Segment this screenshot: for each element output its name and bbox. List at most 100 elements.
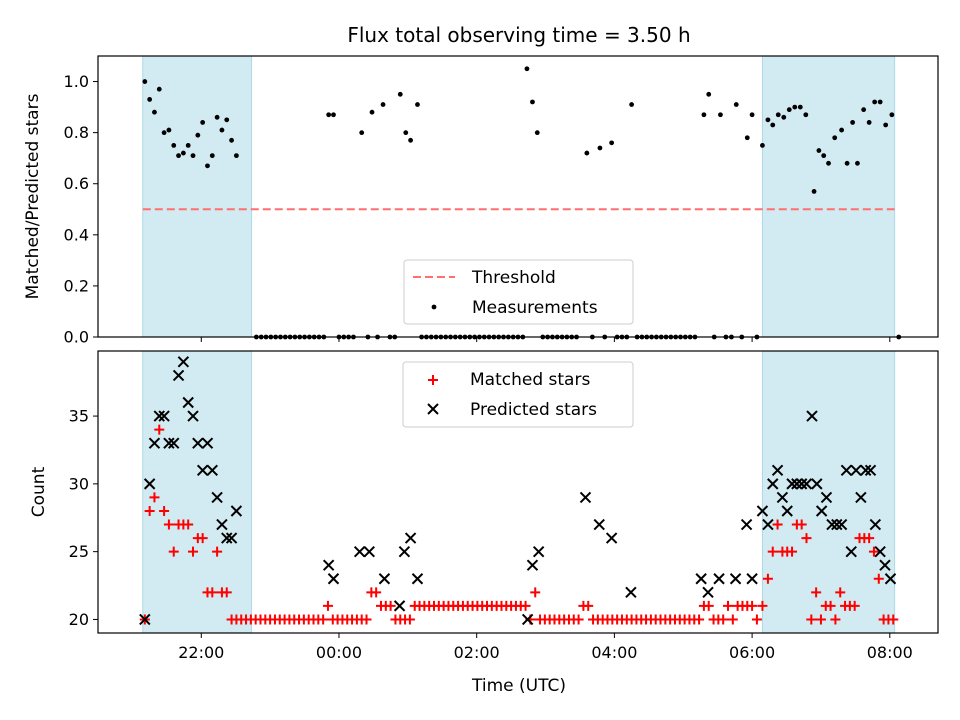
measurement-point — [403, 130, 409, 136]
measurement-point — [629, 102, 635, 107]
measurement-point — [415, 102, 420, 107]
measurement-point — [749, 112, 755, 118]
predicted-point — [206, 464, 219, 477]
matched-point — [322, 600, 333, 611]
measurement-point — [233, 153, 239, 159]
measurement-point — [584, 150, 590, 156]
predicted-point — [393, 600, 406, 612]
matched-point — [868, 546, 879, 557]
legend-threshold-label: Threshold — [471, 268, 556, 288]
matched-point — [207, 587, 218, 598]
predicted-point — [746, 573, 758, 585]
matched-point — [811, 587, 822, 598]
predicted-point — [695, 573, 707, 585]
predicted-point — [187, 410, 199, 422]
matched-point — [747, 600, 758, 611]
predicted-point — [855, 491, 867, 504]
matched-point — [762, 573, 773, 584]
matched-point — [806, 614, 817, 625]
top-panel-ratio: 0.0 0.2 0.4 0.6 0.8 1.0 Matched/Predicted star… — [23, 55, 939, 347]
matched-point — [159, 505, 170, 516]
measurement-point — [797, 104, 803, 110]
y-tick-label: 0.2 — [64, 276, 89, 295]
y-tick-label: 1.0 — [64, 72, 89, 91]
predicted-point — [729, 573, 742, 585]
y-tick-label: 0.4 — [64, 225, 89, 244]
measurement-point — [180, 150, 186, 156]
measurement-point — [142, 79, 148, 84]
predicted-point — [800, 478, 813, 490]
legend-predicted-swatch — [427, 403, 439, 415]
matched-point — [815, 614, 826, 625]
measurement-point — [224, 117, 230, 123]
matched-point — [168, 546, 179, 557]
measurement-point — [877, 99, 883, 105]
legend-matched-swatch — [428, 375, 438, 385]
measurement-point — [195, 132, 201, 138]
predicted-point — [201, 437, 214, 449]
y-tick-label: 0.8 — [64, 123, 89, 142]
y-axis-label: Matched/Predicted stars — [23, 93, 43, 299]
y-tick-label: 0.6 — [64, 174, 89, 193]
predicted-point — [845, 545, 857, 558]
shaded-span — [761, 350, 896, 634]
predicted-point — [579, 491, 592, 504]
measurement-point — [530, 99, 535, 105]
predicted-point — [148, 437, 161, 449]
matched-point — [583, 600, 594, 611]
measurement-point — [609, 140, 615, 146]
predicted-point — [404, 532, 417, 544]
predicted-point — [363, 545, 375, 558]
predicted-point — [786, 478, 798, 490]
measurement-point — [147, 97, 153, 102]
y-tick-label: 25 — [69, 542, 89, 561]
measurement-point — [214, 114, 220, 120]
matched-point — [727, 614, 738, 625]
x-axis-label: Time (UTC) — [471, 676, 566, 696]
predicted-point — [353, 545, 366, 558]
matched-point — [835, 587, 846, 598]
measurement-point — [200, 120, 206, 125]
y-tick-label: 20 — [69, 610, 89, 629]
predicted-point — [879, 559, 891, 571]
measurement-point — [397, 91, 403, 97]
measurement-point — [209, 153, 215, 159]
measurement-point — [839, 127, 845, 133]
predicted-point — [864, 464, 877, 477]
measurement-point — [775, 112, 781, 118]
measurement-point — [524, 66, 530, 72]
measurement-point — [171, 143, 177, 148]
predicted-point — [762, 518, 774, 531]
measurement-point — [883, 122, 889, 128]
matched-point — [849, 600, 860, 611]
measurement-point — [205, 163, 210, 169]
measurement-point — [832, 135, 838, 141]
measurement-point — [744, 135, 750, 141]
predicted-point — [225, 532, 238, 544]
matched-point — [796, 519, 807, 530]
measurement-point — [176, 153, 181, 159]
predicted-point — [702, 586, 714, 599]
measurement-point — [816, 148, 822, 153]
predicted-point — [767, 478, 779, 490]
predicted-point — [826, 518, 838, 531]
predicted-point — [139, 613, 151, 626]
x-tick-label: 04:00 — [591, 643, 637, 662]
measurement-point — [760, 143, 765, 148]
predicted-point — [196, 464, 209, 477]
predicted-point — [378, 573, 391, 585]
predicted-point — [322, 559, 335, 571]
measurement-point — [889, 112, 895, 118]
matched-point — [154, 424, 165, 435]
matched-point — [197, 533, 208, 544]
measurement-point — [152, 109, 157, 115]
measurement-point — [765, 117, 771, 123]
matched-point — [404, 614, 415, 625]
measurement-point — [872, 99, 878, 105]
measurement-point — [229, 137, 234, 143]
predicted-point — [740, 518, 753, 531]
predicted-point — [840, 464, 853, 477]
predicted-point — [869, 518, 882, 531]
measurement-point — [844, 160, 850, 166]
matched-point — [573, 614, 584, 625]
